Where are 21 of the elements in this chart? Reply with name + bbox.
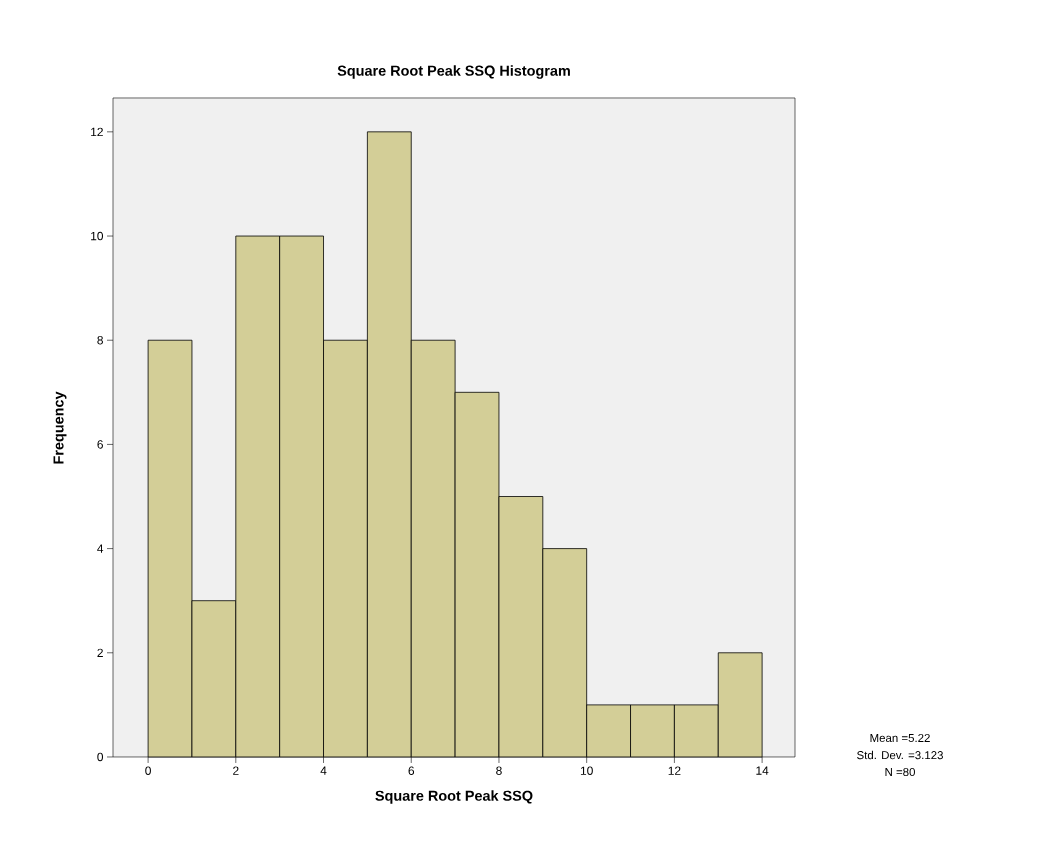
x-tick-label: 14 [756,766,769,775]
x-tick-label: 10 [580,766,593,775]
y-tick-label: 12 [91,127,103,137]
x-tick-label: 8 [496,766,502,775]
x-tick-label: 6 [408,766,415,775]
y-tick-label: 0 [97,752,104,762]
chart-title: Square Root Peak SSQ Histogram [337,65,570,79]
x-tick-label: 2 [233,766,239,775]
text: N =80 [885,767,915,777]
y-tick-label: 10 [91,231,104,241]
text: Std. Dev. =3.123 [857,750,943,760]
y-tick-label: 6 [97,440,103,449]
text: Mean =5.22 [870,733,930,743]
x-axis-title: Square Root Peak SSQ [375,790,533,804]
x-tick-label: 0 [145,766,151,775]
x-tick-label: 4 [320,766,327,775]
y-tick-label: 8 [97,336,103,345]
y-tick-label: 2 [97,648,103,657]
x-tick-label: 12 [668,766,681,775]
y-tick-label: 4 [97,544,104,553]
y-axis-title: Frequency [53,391,67,464]
